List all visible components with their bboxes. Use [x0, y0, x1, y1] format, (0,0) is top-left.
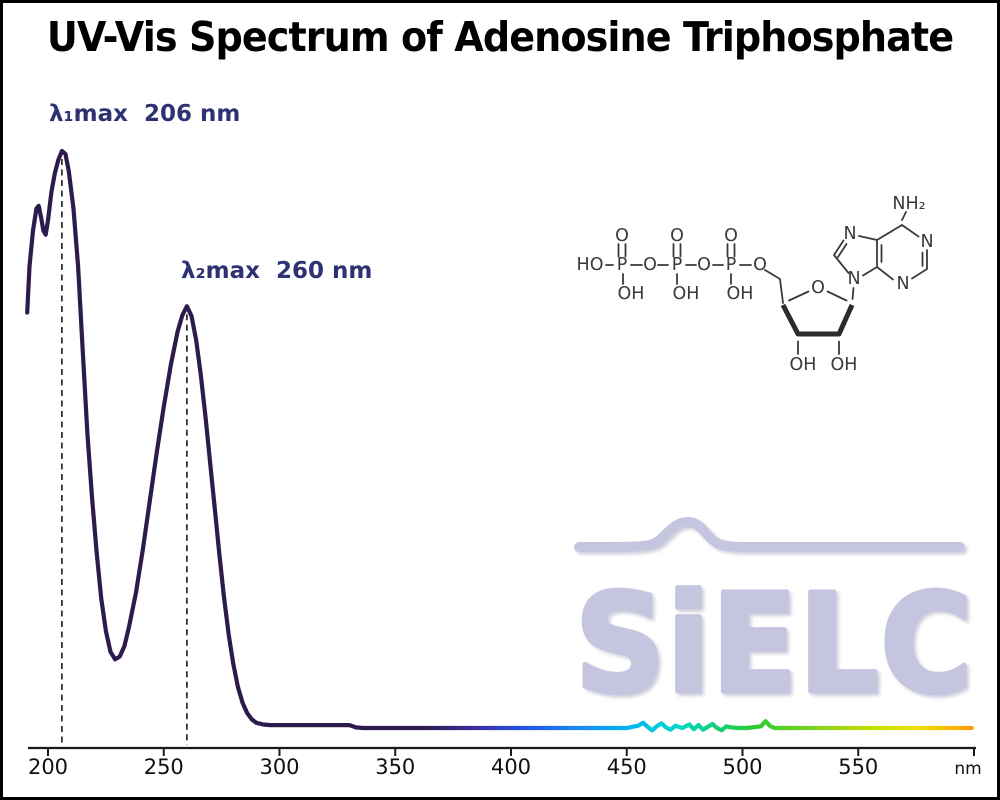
atom-label: OH	[831, 355, 858, 375]
logo-chromatogram-line	[574, 516, 965, 552]
atom-label: O	[811, 278, 825, 298]
spectrum-curve	[25, 148, 974, 733]
atom-label: OH	[618, 284, 645, 304]
atom-label: N	[847, 269, 860, 289]
atom-label: N	[843, 224, 856, 244]
atom-label: N	[896, 274, 909, 294]
peak-annotation-2: λ₂max 260 nm	[181, 258, 373, 284]
atom-label: N	[920, 232, 933, 252]
atom-label: NH₂	[892, 194, 925, 214]
molecule-sugar-wedge-bonds	[780, 303, 855, 337]
atom-label: O	[753, 255, 767, 275]
atom-label: OH	[673, 284, 700, 304]
atom-label: OH	[790, 355, 817, 375]
atom-label: P	[726, 255, 737, 275]
atom-label: HO	[577, 255, 604, 275]
spectrum-plot: SiELC 200 250 300 350 400 450 500 550 nm HO P O P O…	[25, 148, 982, 779]
atom-label: O	[670, 226, 684, 246]
atom-label: O	[697, 255, 711, 275]
atom-label: O	[643, 255, 657, 275]
x-tick-label: 450	[607, 755, 647, 779]
x-axis-unit: nm	[954, 759, 981, 779]
x-tick-label: 250	[144, 755, 184, 779]
x-tick-label: 200	[28, 755, 68, 779]
atom-label: O	[724, 226, 738, 246]
peak-annotation-1: λ₁max 206 nm	[49, 101, 241, 127]
x-tick-label: 550	[838, 755, 878, 779]
x-axis-ticks: 200 250 300 350 400 450 500 550	[28, 748, 878, 779]
atom-label: O	[615, 226, 629, 246]
sielc-logo: SiELC	[573, 516, 975, 726]
atom-label: P	[672, 255, 683, 275]
x-tick-label: 400	[491, 755, 531, 779]
atom-label: OH	[727, 284, 754, 304]
chart-title: UV-Vis Spectrum of Adenosine Triphosphat…	[46, 13, 954, 61]
molecule-bonds	[605, 211, 928, 355]
atom-label: P	[617, 255, 628, 275]
x-tick-label: 500	[722, 755, 762, 779]
logo-text: SiELC	[575, 565, 974, 723]
x-tick-label: 350	[375, 755, 415, 779]
x-tick-label: 300	[259, 755, 299, 779]
